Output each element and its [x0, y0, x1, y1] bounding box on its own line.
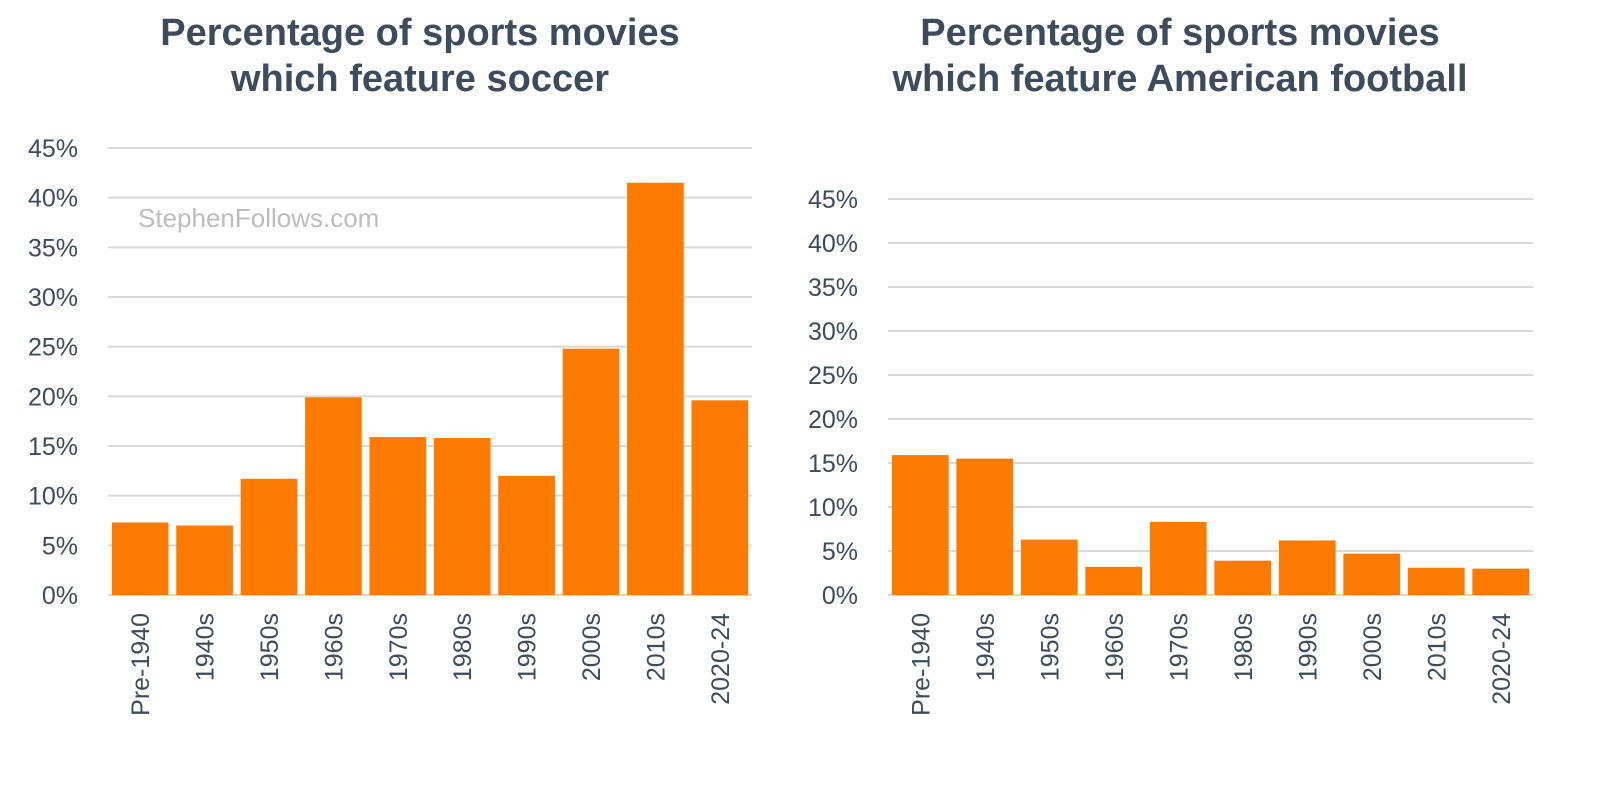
bar-american-football-1940s — [956, 458, 1014, 595]
bar-soccer-1990s — [498, 475, 555, 595]
bar-soccer-1980s — [433, 438, 491, 595]
x-tick-label: 2010s — [642, 613, 670, 681]
y-tick-label: 30% — [808, 318, 858, 346]
x-tick-label: 2000s — [578, 613, 606, 681]
x-tick-label: 2020-24 — [1488, 613, 1516, 705]
y-tick-label: 0% — [822, 582, 858, 610]
bar-soccer-2020-24 — [691, 400, 749, 595]
bar-soccer-1940s — [176, 525, 233, 595]
x-tick-label: 1950s — [256, 613, 284, 681]
y-tick-label: 40% — [28, 185, 78, 213]
y-tick-label: 45% — [808, 186, 858, 214]
y-tick-label: 20% — [808, 406, 858, 434]
chart-title-american-football: Percentage of sports movies which featur… — [892, 12, 1468, 100]
bar-soccer-2010s — [627, 182, 684, 595]
y-tick-label: 20% — [28, 383, 78, 411]
x-tick-label: Pre-1940 — [907, 613, 935, 716]
bar-american-football-2020-24 — [1472, 568, 1530, 595]
y-tick-label: 0% — [42, 582, 78, 610]
x-tick-label: 1970s — [1165, 613, 1193, 681]
bar-american-football-1980s — [1214, 560, 1272, 595]
y-tick-label: 5% — [42, 532, 78, 560]
bar-american-football-2010s — [1407, 567, 1465, 595]
bar-american-football-1950s — [1020, 539, 1078, 595]
bar-american-football-1960s — [1085, 566, 1143, 595]
x-tick-label: 1950s — [1036, 613, 1064, 681]
bar-soccer-1950s — [240, 478, 298, 595]
x-tick-label: 1960s — [320, 613, 348, 681]
bar-american-football-1990s — [1278, 540, 1336, 595]
x-tick-label: 1940s — [972, 613, 1000, 681]
bar-soccer-1960s — [305, 397, 362, 595]
bar-soccer-2000s — [562, 348, 620, 595]
x-tick-label: 1980s — [1230, 613, 1258, 681]
x-tick-label: Pre-1940 — [127, 613, 155, 716]
y-tick-label: 40% — [808, 230, 858, 258]
bar-soccer-pre-1940 — [111, 522, 169, 595]
x-tick-label: 2000s — [1359, 613, 1387, 681]
watermark: StephenFollows.com — [138, 203, 380, 233]
bar-soccer-1970s — [369, 437, 427, 595]
x-tick-label: 1990s — [514, 613, 542, 681]
y-tick-label: 15% — [808, 450, 858, 478]
y-tick-label: 35% — [28, 234, 78, 262]
bar-american-football-pre-1940 — [891, 455, 949, 595]
x-tick-label: 1980s — [449, 613, 477, 681]
x-tick-label: 1960s — [1101, 613, 1129, 681]
y-tick-label: 10% — [28, 483, 78, 511]
y-tick-label: 45% — [28, 135, 78, 163]
x-tick-label: 1940s — [192, 613, 220, 681]
x-tick-label: 1970s — [385, 613, 413, 681]
y-tick-label: 25% — [28, 334, 78, 362]
y-tick-label: 10% — [808, 494, 858, 522]
y-tick-label: 25% — [808, 362, 858, 390]
x-tick-label: 2020-24 — [707, 613, 735, 705]
x-tick-label: 2010s — [1423, 613, 1451, 681]
y-tick-label: 30% — [28, 284, 78, 312]
y-tick-label: 15% — [28, 433, 78, 461]
bar-american-football-2000s — [1343, 553, 1401, 595]
y-tick-label: 35% — [808, 274, 858, 302]
y-tick-label: 5% — [822, 538, 858, 566]
x-tick-label: 1990s — [1294, 613, 1322, 681]
bar-american-football-1970s — [1149, 521, 1207, 595]
chart-title-soccer: Percentage of sports movies which featur… — [160, 12, 680, 100]
